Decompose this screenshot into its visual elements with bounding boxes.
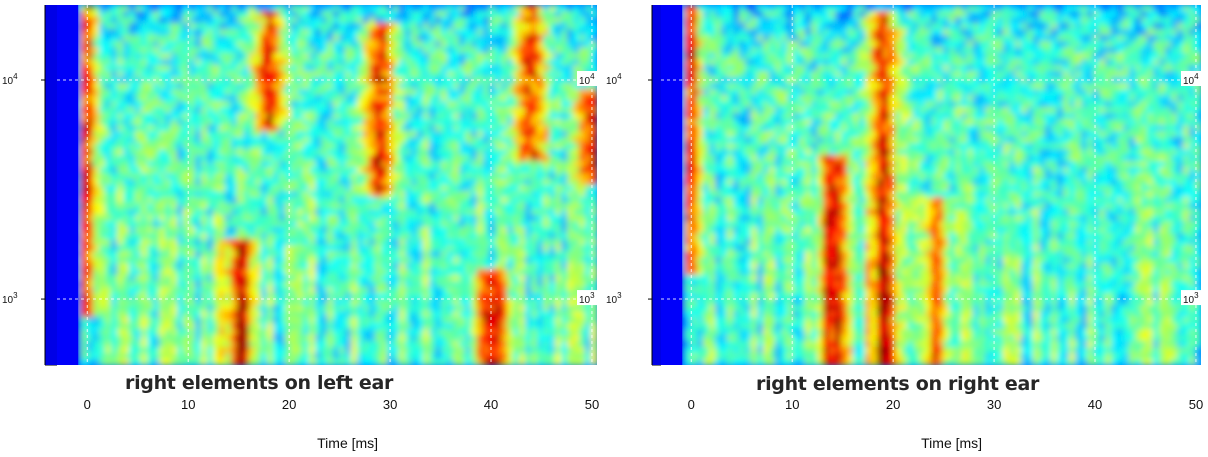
spectrogram-chart-left: 103 103 104 104 0 10 20 30 40 50 right elements on… <box>2 5 599 451</box>
y-tick-label-left-0: 103 <box>2 291 18 306</box>
spectrogram-panel-left: 103 103 104 104 0 10 20 30 40 50 right elements on… <box>0 0 600 457</box>
x-tick-label-1: 10 <box>181 397 195 412</box>
heatmap-field <box>57 5 597 365</box>
x-tick-label-3: 30 <box>383 397 397 412</box>
x-tick-label-5: 50 <box>1189 397 1203 412</box>
heatmap-field <box>661 5 1201 365</box>
y-tick-label-left-1: 104 <box>2 72 18 87</box>
pre-onset-band <box>57 5 79 365</box>
x-tick-label-1: 10 <box>785 397 799 412</box>
y-tick-label-bg-1 <box>1181 71 1203 87</box>
y-tick-label-right-0: 103 <box>1183 291 1199 306</box>
y-tick-label-bg-1 <box>577 71 599 87</box>
spectrogram-chart-right: 103 103 104 104 0 10 20 30 40 50 right elements on… <box>606 5 1203 451</box>
x-tick-label-0: 0 <box>84 397 91 412</box>
spectrogram-panel-right: 103 103 104 104 0 10 20 30 40 50 right elements on… <box>604 0 1204 457</box>
x-tick-label-0: 0 <box>688 397 695 412</box>
y-axis-band <box>652 5 661 365</box>
x-tick-label-2: 20 <box>886 397 900 412</box>
x-tick-label-5: 50 <box>585 397 599 412</box>
panel-caption: right elements on right ear <box>756 373 1040 395</box>
x-tick-label-3: 30 <box>987 397 1001 412</box>
y-tick-label-right-1: 104 <box>579 72 595 87</box>
x-axis-label: Time [ms] <box>317 435 378 451</box>
y-tick-label-bg-0 <box>577 290 599 306</box>
pre-onset-band <box>661 5 683 365</box>
y-tick-label-bg-0 <box>1181 290 1203 306</box>
x-tick-label-2: 20 <box>282 397 296 412</box>
x-tick-label-4: 40 <box>484 397 498 412</box>
x-tick-label-4: 40 <box>1088 397 1102 412</box>
y-tick-label-left-0: 103 <box>606 291 622 306</box>
y-tick-label-right-0: 103 <box>579 291 595 306</box>
y-tick-label-right-1: 104 <box>1183 72 1199 87</box>
panel-caption: right elements on left ear <box>125 372 394 394</box>
x-axis-label: Time [ms] <box>921 435 982 451</box>
y-tick-label-left-1: 104 <box>606 72 622 87</box>
y-axis-band <box>45 5 57 365</box>
